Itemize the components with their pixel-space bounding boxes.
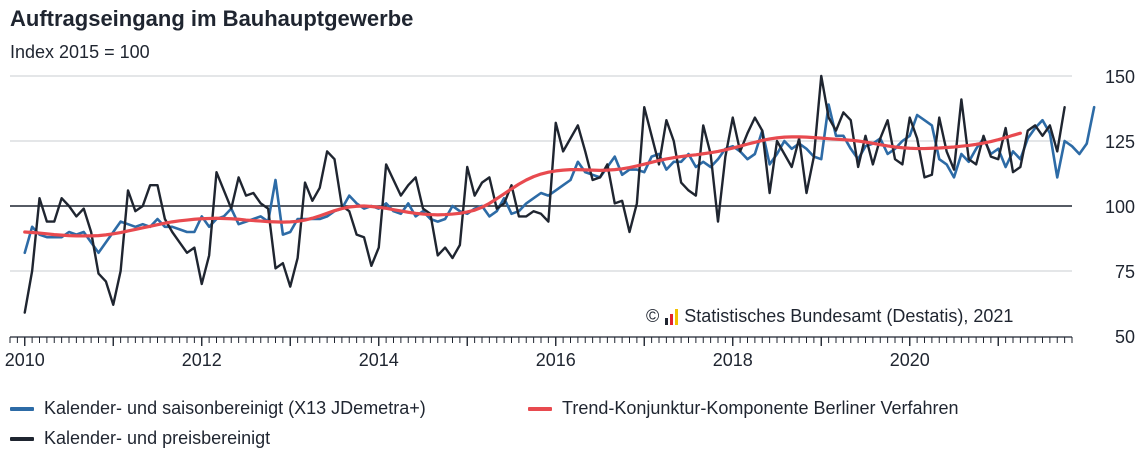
series-line-2 — [23, 74, 1066, 314]
x-tick-label-2020: 2020 — [890, 350, 930, 370]
legend-item-seasonal: Kalender- und saisonbereinigt (X13 JDeme… — [10, 398, 426, 419]
y-axis-ticks: 50 75 100 125 150 — [1105, 67, 1135, 347]
legend-label-seasonal: Kalender- und saisonbereinigt (X13 JDeme… — [44, 398, 426, 418]
chart-title: Auftragseingang im Bauhauptgewerbe — [10, 6, 414, 31]
x-tick-label-2014: 2014 — [359, 350, 399, 370]
x-tick-label-2018: 2018 — [713, 350, 753, 370]
legend-swatch-price — [10, 436, 34, 441]
copyright-symbol: © — [646, 306, 660, 326]
legend-item-price: Kalender- und preisbereinigt — [10, 428, 270, 449]
legend-swatch-seasonal — [10, 406, 34, 411]
x-tick-label-2016: 2016 — [536, 350, 576, 370]
x-axis: 2010 2012 2014 2016 2018 2020 — [5, 336, 1073, 370]
series-line-1 — [23, 131, 1022, 238]
x-tick-label-2012: 2012 — [182, 350, 222, 370]
x-tick-label-2010: 2010 — [5, 350, 45, 370]
grid-lines — [10, 75, 1072, 272]
copyright-notice: © Statistisches Bundesamt (Destatis), 20… — [640, 304, 1020, 329]
chart-subtitle: Index 2015 = 100 — [10, 42, 150, 62]
legend-swatch-trend — [528, 406, 552, 411]
y-tick-label-125: 125 — [1105, 132, 1135, 152]
y-tick-label-50: 50 — [1115, 327, 1135, 347]
y-tick-label-75: 75 — [1115, 262, 1135, 282]
legend-item-trend: Trend-Konjunktur-Komponente Berliner Ver… — [528, 398, 959, 419]
legend-label-trend: Trend-Konjunktur-Komponente Berliner Ver… — [562, 398, 959, 418]
destatis-logo-icon — [665, 308, 679, 325]
y-tick-label-100: 100 — [1105, 197, 1135, 217]
series-line-0 — [23, 103, 1096, 255]
copyright-text: Statistisches Bundesamt (Destatis), 2021 — [684, 306, 1014, 326]
legend-label-price: Kalender- und preisbereinigt — [44, 428, 271, 448]
y-tick-label-150: 150 — [1105, 67, 1135, 87]
series-lines — [23, 74, 1096, 314]
